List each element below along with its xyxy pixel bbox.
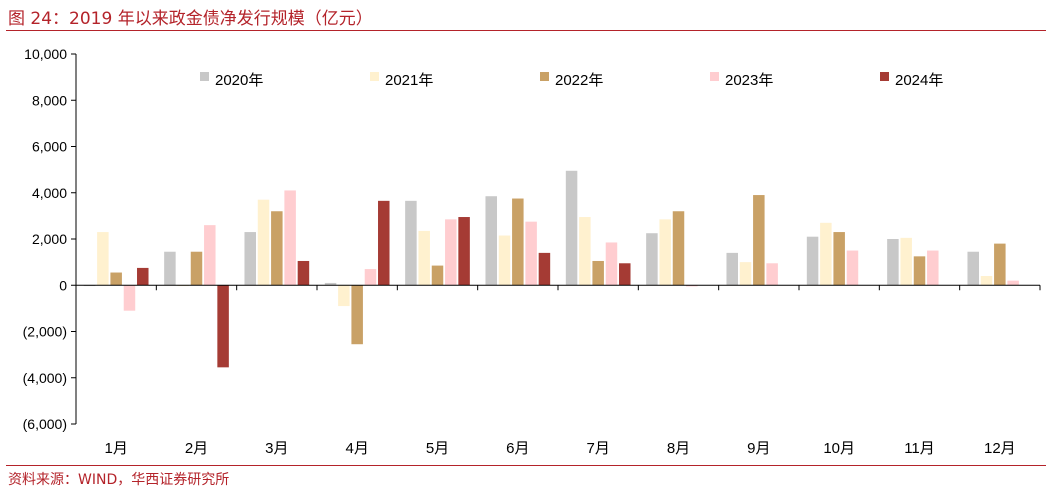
bar-2022年-4月 — [351, 285, 363, 345]
legend-label-2020年: 2020年 — [215, 72, 263, 89]
x-tick-label: 7月 — [586, 440, 609, 457]
bar-2021年-4月 — [338, 285, 350, 307]
bar-2024年-4月 — [378, 200, 390, 286]
bar-2023年-11月 — [927, 250, 939, 286]
x-tick-label: 10月 — [823, 440, 855, 457]
bar-2023年-10月 — [846, 250, 859, 286]
bar-2021年-5月 — [418, 230, 430, 286]
bar-2021年-12月 — [980, 276, 993, 286]
x-tick-label: 6月 — [506, 440, 529, 457]
x-tick-label: 12月 — [984, 440, 1016, 457]
y-tick-label: 0 — [59, 277, 67, 293]
x-tick-label: 3月 — [265, 440, 288, 457]
bar-2021年-11月 — [900, 237, 912, 286]
x-tick-label: 5月 — [426, 440, 449, 457]
bar-2022年-3月 — [271, 211, 283, 286]
bar-2024年-2月 — [217, 285, 229, 368]
bar-2022年-9月 — [753, 195, 765, 286]
y-tick-label: 6,000 — [32, 139, 67, 155]
bar-2024年-3月 — [297, 260, 310, 286]
bar-2021年-9月 — [739, 262, 752, 286]
bar-2023年-7月 — [605, 242, 618, 286]
bar-2021年-7月 — [579, 217, 591, 286]
bar-2021年-10月 — [820, 222, 832, 286]
bar-2022年-10月 — [833, 232, 845, 286]
bar-2023年-12月 — [1007, 280, 1019, 286]
bar-2023年-1月 — [123, 285, 136, 311]
bar-2020年-10月 — [806, 236, 819, 286]
bar-2022年-11月 — [913, 256, 926, 286]
bar-2022年-1月 — [110, 272, 122, 286]
bar-2021年-3月 — [257, 199, 270, 286]
bar-2020年-3月 — [244, 232, 256, 286]
bar-2024年-6月 — [538, 252, 551, 286]
legend-swatch-2022年 — [540, 72, 549, 81]
bar-2022年-5月 — [431, 265, 444, 286]
bar-2024年-7月 — [619, 263, 631, 286]
bar-2020年-2月 — [164, 251, 176, 286]
bar-2020年-12月 — [967, 251, 979, 286]
x-tick-label: 8月 — [667, 440, 690, 457]
legend-label-2024年: 2024年 — [895, 72, 943, 89]
bar-2023年-9月 — [766, 263, 778, 286]
legend-label-2022年: 2022年 — [555, 72, 603, 89]
bar-2022年-7月 — [592, 260, 604, 286]
bar-2024年-1月 — [137, 267, 149, 286]
bar-2020年-7月 — [565, 170, 578, 286]
x-tick-label: 9月 — [747, 440, 770, 457]
legend-swatch-2024年 — [880, 72, 889, 81]
bar-2022年-6月 — [512, 198, 524, 286]
bar-2023年-2月 — [204, 225, 216, 286]
bar-2020年-9月 — [726, 252, 738, 286]
legend-swatch-2021年 — [370, 72, 379, 81]
bar-2020年-4月 — [324, 282, 337, 286]
y-tick-label: 2,000 — [32, 231, 67, 247]
y-tick-label: (2,000) — [23, 324, 67, 340]
x-tick-label: 11月 — [904, 440, 935, 457]
bar-2020年-6月 — [485, 196, 497, 286]
bar-2020年-11月 — [887, 239, 899, 286]
bar-2021年-6月 — [498, 235, 511, 286]
legend-swatch-2020年 — [200, 72, 209, 81]
source-note: 资料来源：WIND，华西证券研究所 — [8, 472, 230, 488]
legend-swatch-2023年 — [710, 72, 719, 81]
source-divider — [6, 465, 1046, 466]
x-tick-label: 1月 — [104, 440, 127, 457]
bar-2024年-5月 — [458, 217, 470, 286]
bar-2022年-12月 — [994, 243, 1006, 286]
y-tick-label: 8,000 — [32, 92, 67, 108]
bar-2023年-8月 — [686, 285, 698, 287]
x-tick-label: 2月 — [185, 440, 208, 457]
bar-2021年-1月 — [97, 232, 109, 286]
bar-2021年-8月 — [659, 219, 671, 286]
bar-2023年-6月 — [525, 221, 537, 286]
legend-label-2023年: 2023年 — [725, 72, 773, 89]
bar-2020年-8月 — [646, 233, 658, 286]
chart-title: 图 24：2019 年以来政金债净发行规模（亿元） — [8, 9, 373, 29]
legend-label-2021年: 2021年 — [385, 72, 433, 89]
bar-2023年-3月 — [284, 190, 296, 286]
y-tick-label: 10,000 — [24, 46, 67, 62]
x-tick-label: 4月 — [345, 440, 368, 457]
bar-2022年-2月 — [190, 251, 203, 286]
y-tick-label: 4,000 — [32, 185, 67, 201]
bar-2020年-5月 — [405, 200, 417, 286]
title-divider — [6, 30, 1046, 31]
y-tick-label: (4,000) — [23, 370, 67, 386]
bar-2022年-8月 — [672, 211, 685, 286]
bar-2023年-5月 — [445, 219, 457, 286]
bar-2023年-4月 — [364, 269, 377, 286]
y-tick-label: (6,000) — [23, 416, 67, 432]
